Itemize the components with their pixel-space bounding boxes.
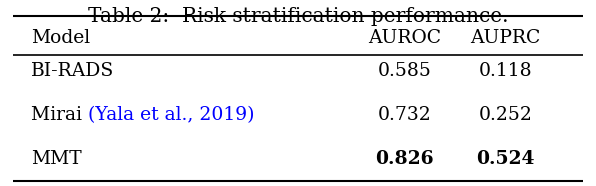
Text: MMT: MMT [31,150,82,168]
Text: 0.252: 0.252 [479,106,533,124]
Text: 0.826: 0.826 [375,150,434,168]
Text: Table 2:  Risk stratification performance.: Table 2: Risk stratification performance… [88,7,508,26]
Text: 0.585: 0.585 [378,62,432,80]
Text: 0.118: 0.118 [479,62,532,80]
Text: 0.524: 0.524 [476,150,535,168]
Text: (Yala et al., 2019): (Yala et al., 2019) [88,106,254,124]
Text: 0.732: 0.732 [378,106,432,124]
Text: AUPRC: AUPRC [470,29,541,47]
Text: Model: Model [31,29,90,47]
Text: AUROC: AUROC [368,29,442,47]
Text: BI-RADS: BI-RADS [31,62,114,80]
Text: Mirai: Mirai [31,106,88,124]
